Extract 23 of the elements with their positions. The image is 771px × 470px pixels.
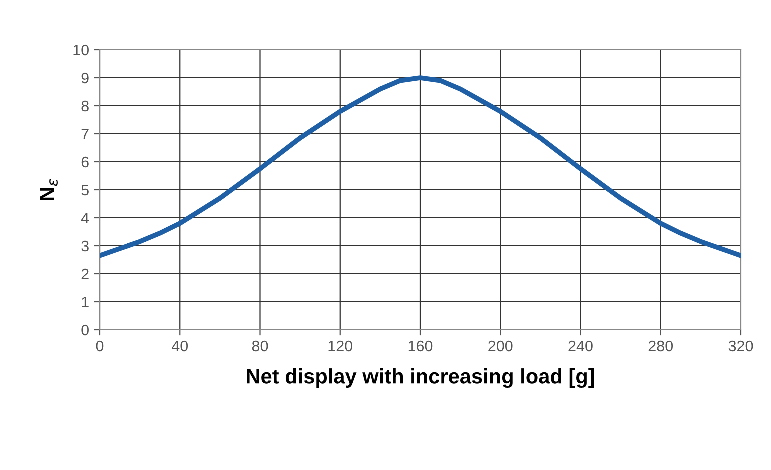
y-tick-label: 3 [82, 240, 89, 252]
x-tick-label: 280 [648, 340, 674, 352]
line-series [100, 76, 741, 258]
x-tick-label: 320 [728, 340, 754, 352]
y-axis-title: N$_{ε}$ [40, 179, 58, 200]
y-tick-label: 5 [82, 185, 89, 196]
y-tick-label: 2 [82, 268, 89, 280]
y-tick-label: 8 [82, 100, 89, 112]
y-tick-label: 4 [81, 213, 90, 224]
y-tick-label: 7 [82, 129, 89, 140]
x-tick-label: 0 [96, 340, 104, 352]
y-tick-label: 6 [82, 156, 89, 168]
x-tick-label: 160 [408, 340, 433, 352]
y-tick-label: 10 [74, 44, 89, 56]
x-tick-label: 240 [568, 340, 593, 352]
x-tick-label: 200 [488, 340, 513, 352]
y-tick-label: 9 [82, 72, 89, 84]
y-tick-label: 1 [82, 297, 89, 308]
x-tick-label: 120 [328, 340, 353, 352]
x-axis-title: Net display with increasing load [g] [247, 368, 594, 388]
y-tick-label: 0 [82, 324, 89, 336]
x-tick-label: 80 [252, 340, 268, 352]
x-tick-label: 40 [172, 340, 188, 352]
